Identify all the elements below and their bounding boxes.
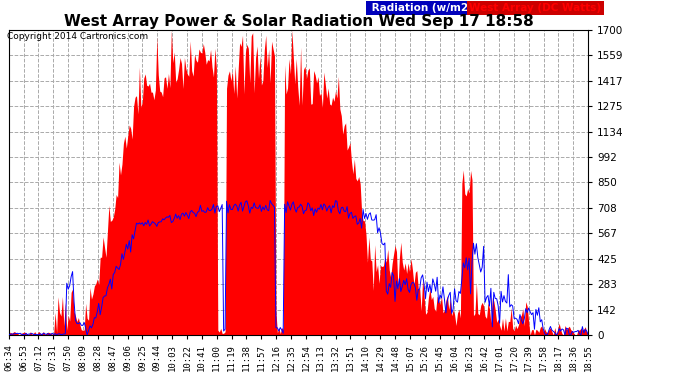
Text: Radiation (w/m2): Radiation (w/m2): [368, 3, 477, 13]
Text: Copyright 2014 Cartronics.com: Copyright 2014 Cartronics.com: [7, 32, 148, 41]
Text: West Array (DC Watts): West Array (DC Watts): [469, 3, 602, 13]
Title: West Array Power & Solar Radiation Wed Sep 17 18:58: West Array Power & Solar Radiation Wed S…: [63, 14, 533, 29]
